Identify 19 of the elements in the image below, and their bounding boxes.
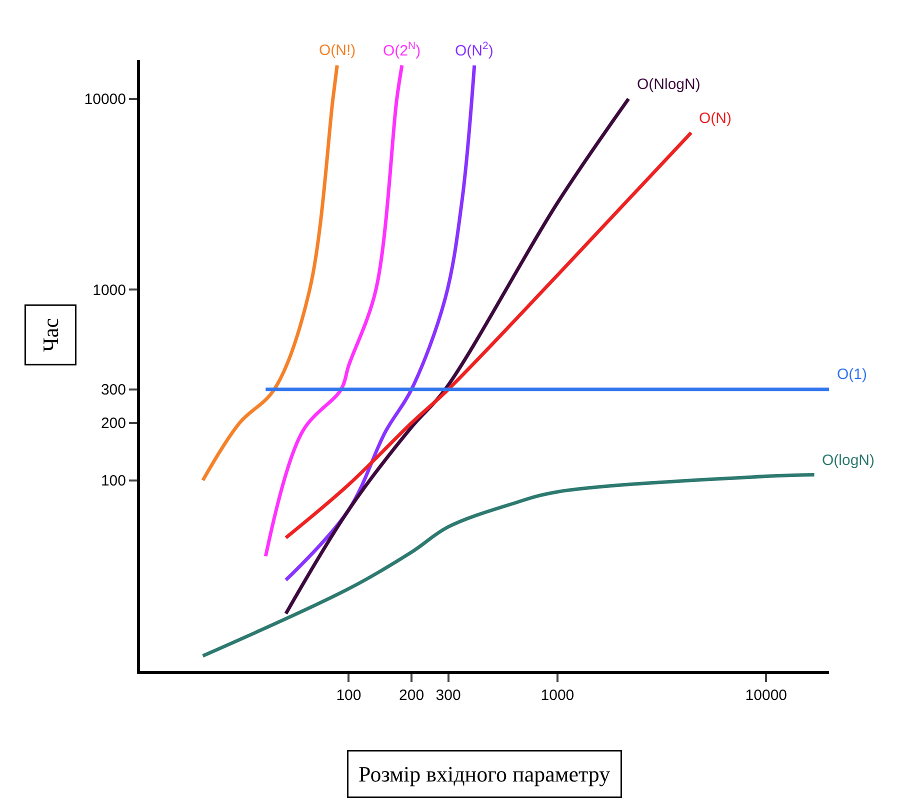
series-label: O(NlogN) <box>637 76 700 93</box>
x-axis-title: Розмір вхідного параметру <box>358 762 610 786</box>
x-tick-label: 100 <box>336 687 362 704</box>
y-tick-label: 10000 <box>84 91 126 108</box>
y-tick-label: 200 <box>100 415 126 432</box>
series-label: O(2$^{N}$) <box>383 40 421 60</box>
y-axis-title: Час <box>38 318 63 352</box>
x-tick-label: 10000 <box>745 687 788 704</box>
y-tick-label: 100 <box>100 472 126 490</box>
series-label: O(N!) <box>319 42 356 59</box>
series-label: O(N) <box>699 110 732 127</box>
series-label: O(N$^{2}$) <box>455 40 494 60</box>
x-tick-label: 200 <box>399 687 424 704</box>
series-label: O(1) <box>837 366 868 383</box>
x-tick-label: 1000 <box>540 687 574 704</box>
y-tick-label: 1000 <box>92 282 126 299</box>
series-label: O(logN) <box>822 452 875 469</box>
x-tick-label: 300 <box>436 687 461 704</box>
y-tick-label: 300 <box>100 382 126 399</box>
